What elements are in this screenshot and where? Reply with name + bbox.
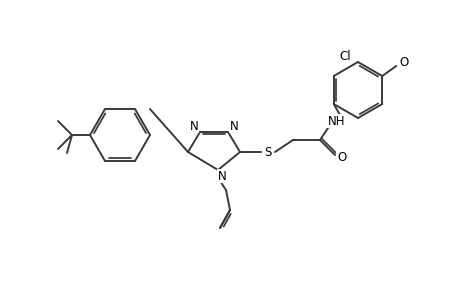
Text: N: N: [217, 169, 226, 182]
Text: S: S: [264, 146, 271, 158]
Text: Cl: Cl: [338, 50, 350, 62]
Text: O: O: [336, 151, 346, 164]
Text: O: O: [399, 56, 408, 68]
Text: N: N: [189, 119, 198, 133]
Text: N: N: [229, 119, 238, 133]
Text: NH: NH: [328, 115, 345, 128]
